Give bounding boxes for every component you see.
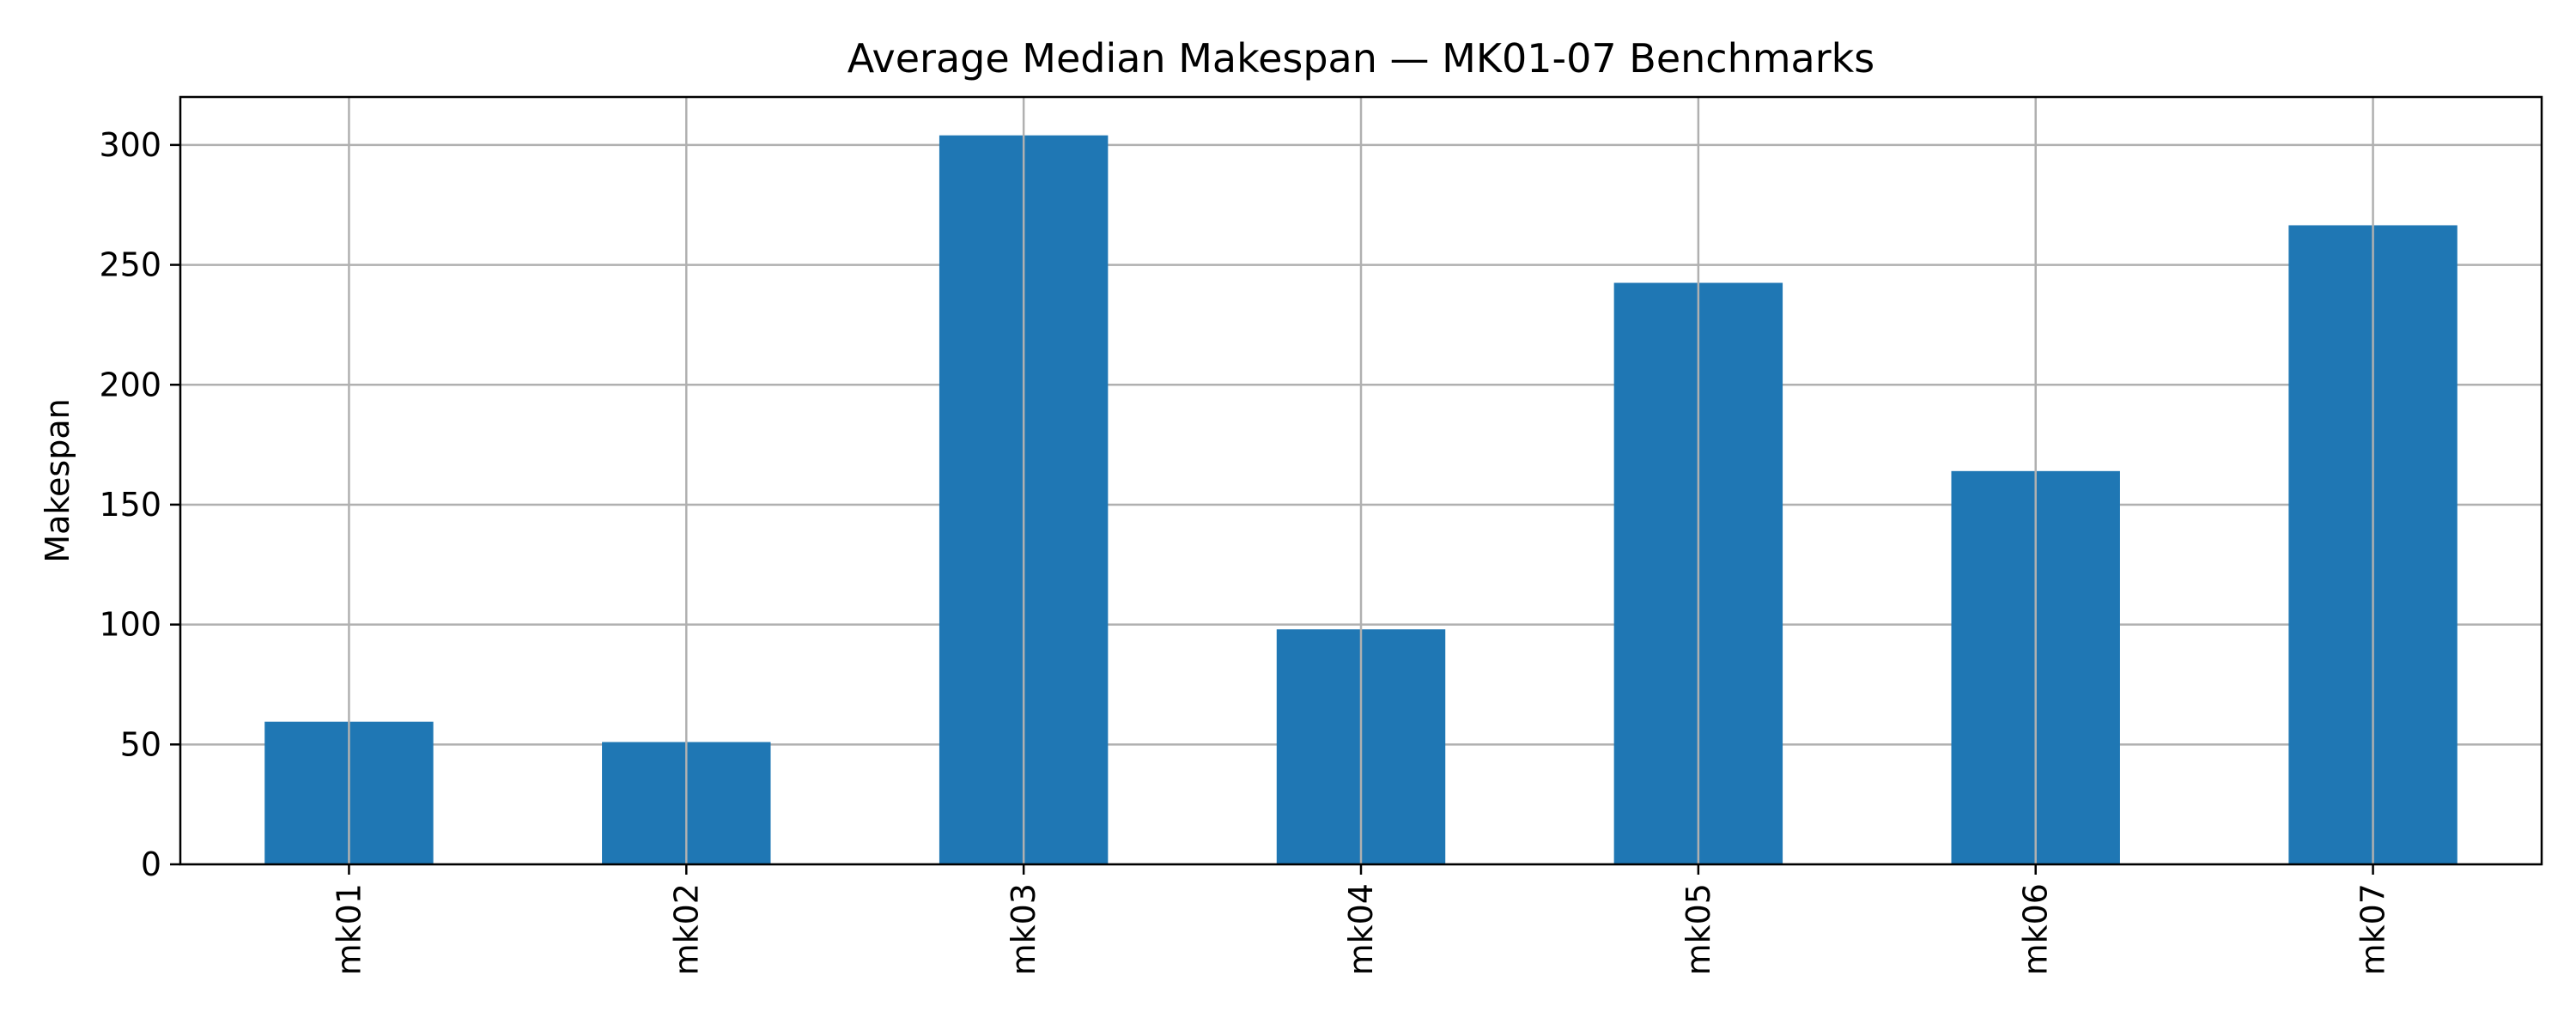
chart-title: Average Median Makespan — MK01-07 Benchm… [848,35,1875,82]
x-tick-label-mk01: mk01 [330,883,368,975]
y-tick-label: 250 [99,246,161,284]
x-axis-ticks: mk01 mk02 mk03 mk04 mk05 mk06 mk07 [330,864,2392,975]
x-tick-label-mk02: mk02 [667,883,705,975]
x-tick-label-mk04: mk04 [1342,883,1380,975]
y-tick-label: 50 [120,725,161,763]
y-axis-ticks: 0 50 100 150 200 250 300 [99,126,180,883]
x-tick-label-mk05: mk05 [1680,883,1717,975]
y-tick-label: 100 [99,606,161,644]
x-tick-label-mk06: mk06 [2017,883,2055,975]
y-tick-label: 0 [141,845,161,883]
y-tick-label: 150 [99,486,161,524]
x-tick-label-mk07: mk07 [2354,883,2392,975]
y-tick-label: 300 [99,126,161,164]
x-grid-lines [348,97,2374,864]
x-tick-label-mk03: mk03 [1005,883,1042,975]
y-tick-label: 200 [99,366,161,403]
y-axis-label: Makespan [39,398,76,562]
